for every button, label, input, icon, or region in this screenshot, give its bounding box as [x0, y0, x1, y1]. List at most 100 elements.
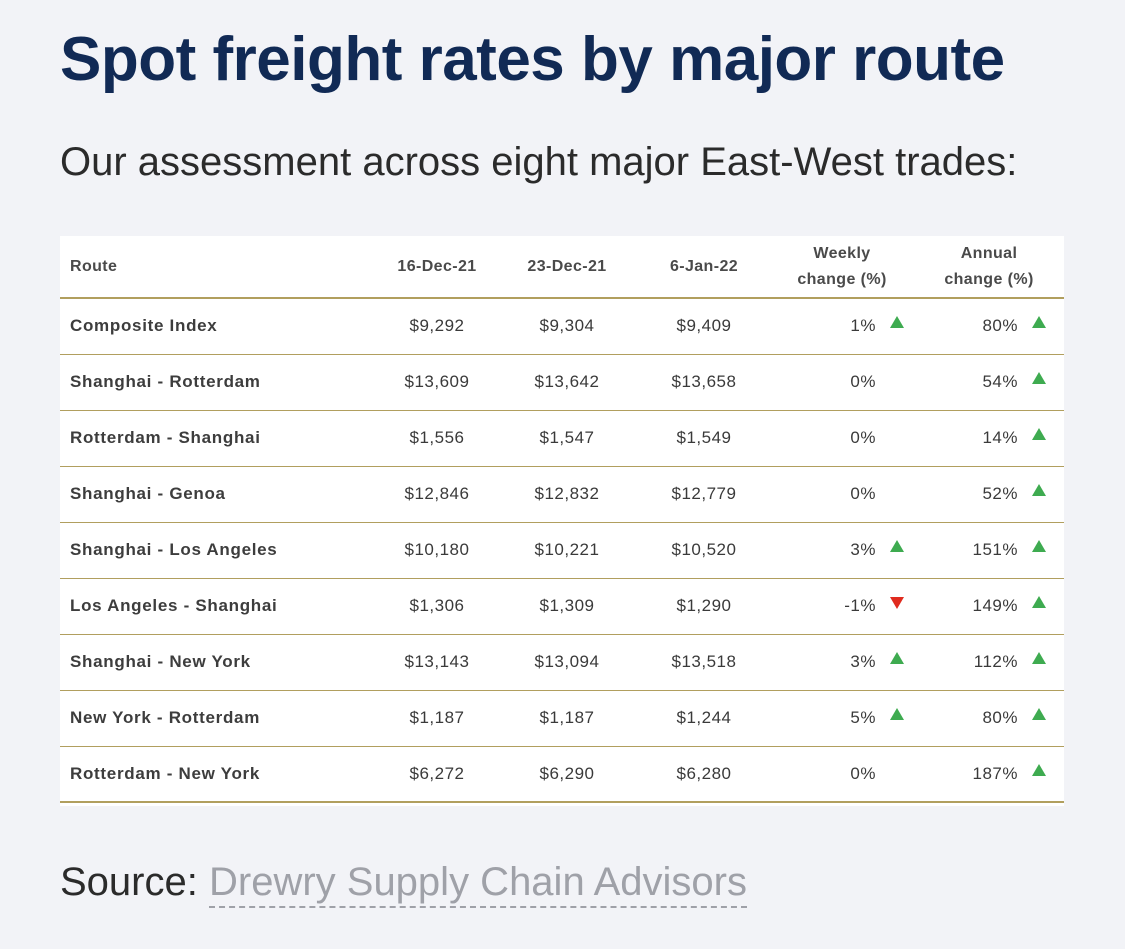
header-weekly-line2: change (%) [797, 270, 887, 288]
header-16-dec-21: 16-Dec-21 [378, 236, 496, 299]
source-link[interactable]: Drewry Supply Chain Advisors [208, 860, 747, 908]
route-cell: Shanghai - Los Angeles [60, 522, 378, 579]
up-arrow-icon [1032, 372, 1046, 384]
header-annual-line1: Annual [960, 244, 1018, 262]
page-title: Spot freight rates by major route [60, 25, 1005, 94]
up-arrow-icon [890, 708, 904, 720]
weekly-change-value: 5% [850, 708, 876, 727]
rate-6-jan-22: $9,409 [638, 298, 770, 355]
rate-6-jan-22: $13,518 [638, 634, 770, 691]
rate-6-jan-22: $13,658 [638, 354, 770, 411]
annual-change: 151% [914, 522, 1064, 579]
table-row: Shanghai - Rotterdam $13,609 $13,642 $13,65… [60, 354, 1064, 411]
weekly-change-value: 1% [850, 316, 876, 336]
header-annual-change: Annual change (%) [914, 236, 1064, 299]
table-header-row: Route 16-Dec-21 23-Dec-21 6-Jan-22 Weekl… [60, 236, 1064, 299]
table-row: Shanghai - New York $13,143 $13,094 $13,518… [60, 634, 1064, 691]
up-arrow-icon [1032, 652, 1046, 664]
table-row: Los Angeles - Shanghai $1,306 $1,309 $1,290… [60, 578, 1064, 635]
rate-23-dec-21: $13,094 [496, 634, 638, 691]
rate-16-dec-21: $1,187 [378, 690, 496, 747]
route-cell: Los Angeles - Shanghai [60, 578, 378, 635]
table-row: Shanghai - Genoa $12,846 $12,832 $12,779 0% 5… [60, 466, 1064, 523]
rate-6-jan-22: $1,244 [638, 690, 770, 747]
rate-23-dec-21: $12,832 [496, 466, 638, 523]
rate-16-dec-21: $10,180 [378, 522, 496, 579]
weekly-change: -1% [770, 578, 914, 635]
rate-16-dec-21: $13,609 [378, 354, 496, 411]
up-arrow-icon [1032, 708, 1046, 720]
rate-16-dec-21: $12,846 [378, 466, 496, 523]
header-weekly-change: Weekly change (%) [770, 236, 914, 299]
rate-16-dec-21: $6,272 [378, 746, 496, 803]
annual-change-value: 80% [982, 316, 1018, 336]
route-cell: Shanghai - New York [60, 634, 378, 691]
weekly-change: 3% [770, 522, 914, 579]
annual-change: 187% [914, 746, 1064, 803]
header-6-jan-22: 6-Jan-22 [638, 236, 770, 299]
weekly-change: 1% [770, 298, 914, 355]
weekly-change-value: -1% [844, 596, 876, 615]
annual-change-value: 80% [982, 708, 1018, 727]
rate-6-jan-22: $1,549 [638, 410, 770, 467]
up-arrow-icon [890, 652, 904, 664]
weekly-change-value: 0% [850, 763, 876, 783]
rate-6-jan-22: $1,290 [638, 578, 770, 635]
route-cell: Shanghai - Genoa [60, 466, 378, 523]
annual-change-value: 54% [982, 372, 1018, 391]
table-body: Composite Index $9,292 $9,304 $9,409 1% 80% Sh… [60, 298, 1064, 803]
weekly-change: 0% [770, 354, 914, 411]
rate-23-dec-21: $9,304 [496, 298, 638, 355]
rate-16-dec-21: $1,306 [378, 578, 496, 635]
annual-change-value: 151% [972, 540, 1018, 559]
route-cell: Composite Index [60, 298, 378, 355]
weekly-change: 5% [770, 690, 914, 747]
annual-change: 54% [914, 354, 1064, 411]
source-label: Source: [60, 860, 198, 904]
route-cell: Rotterdam - Shanghai [60, 410, 378, 467]
rate-23-dec-21: $1,309 [496, 578, 638, 635]
rate-6-jan-22: $10,520 [638, 522, 770, 579]
rate-16-dec-21: $13,143 [378, 634, 496, 691]
down-arrow-icon [890, 597, 904, 609]
freight-rates-table: Route 16-Dec-21 23-Dec-21 6-Jan-22 Weekl… [60, 236, 1064, 803]
up-arrow-icon [890, 540, 904, 552]
rate-23-dec-21: $1,187 [496, 690, 638, 747]
table-row: Rotterdam - Shanghai $1,556 $1,547 $1,549 0%… [60, 410, 1064, 467]
weekly-change: 0% [770, 746, 914, 803]
annual-change: 112% [914, 634, 1064, 691]
up-arrow-icon [1032, 428, 1046, 440]
annual-change: 149% [914, 578, 1064, 635]
weekly-change-value: 0% [850, 372, 876, 391]
weekly-change: 3% [770, 634, 914, 691]
annual-change-value: 187% [972, 763, 1018, 783]
table-row: New York - Rotterdam $1,187 $1,187 $1,244 5%… [60, 690, 1064, 747]
up-arrow-icon [890, 316, 904, 329]
weekly-change-value: 0% [850, 428, 876, 447]
annual-change: 14% [914, 410, 1064, 467]
annual-change-value: 14% [982, 428, 1018, 447]
rate-23-dec-21: $10,221 [496, 522, 638, 579]
annual-change: 80% [914, 298, 1064, 355]
rate-6-jan-22: $6,280 [638, 746, 770, 803]
header-weekly-line1: Weekly [813, 244, 871, 262]
rate-23-dec-21: $6,290 [496, 746, 638, 803]
up-arrow-icon [1032, 316, 1046, 329]
annual-change-value: 149% [972, 596, 1018, 615]
up-arrow-icon [1032, 540, 1046, 552]
weekly-change-value: 3% [850, 652, 876, 671]
annual-change-value: 52% [982, 484, 1018, 503]
annual-change-value: 112% [973, 652, 1018, 671]
up-arrow-icon [1032, 484, 1046, 496]
route-cell: New York - Rotterdam [60, 690, 378, 747]
up-arrow-icon [1032, 596, 1046, 608]
freight-rates-card: Route 16-Dec-21 23-Dec-21 6-Jan-22 Weekl… [60, 236, 1064, 806]
table-row: Shanghai - Los Angeles $10,180 $10,221 $10,… [60, 522, 1064, 579]
rate-16-dec-21: $9,292 [378, 298, 496, 355]
header-23-dec-21: 23-Dec-21 [496, 236, 638, 299]
rate-23-dec-21: $1,547 [496, 410, 638, 467]
route-cell: Rotterdam - New York [60, 746, 378, 803]
header-annual-line2: change (%) [944, 270, 1034, 288]
source-line: Source: Drewry Supply Chain Advisors [60, 860, 747, 908]
page-subtitle: Our assessment across eight major East-W… [60, 140, 1018, 184]
